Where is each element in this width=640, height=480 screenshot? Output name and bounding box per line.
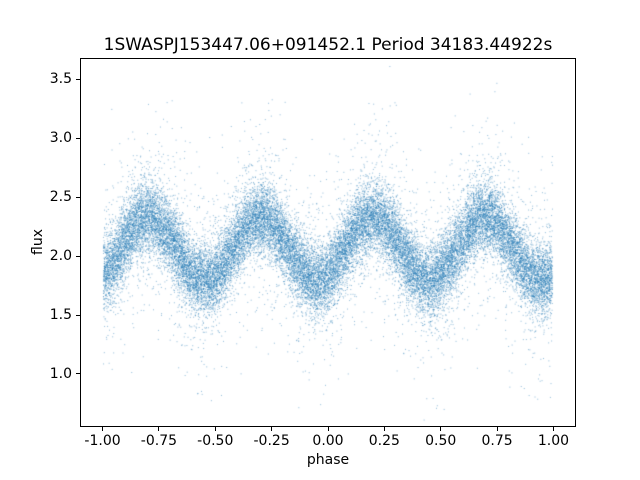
y-tick-mark	[76, 196, 80, 198]
scatter-points-canvas	[81, 59, 575, 426]
y-tick-mark	[76, 137, 80, 139]
y-tick-label: 3.0	[49, 130, 72, 147]
y-tick-mark	[76, 373, 80, 375]
x-tick-mark	[102, 427, 104, 431]
x-tick-mark	[271, 427, 273, 431]
x-tick-mark	[327, 427, 329, 431]
y-tick-label: 3.5	[49, 71, 72, 88]
x-tick-label: 0.50	[425, 433, 457, 449]
x-tick-mark	[552, 427, 554, 431]
x-tick-label: 0.75	[481, 433, 513, 449]
x-tick-label: -0.75	[140, 433, 178, 449]
x-tick-mark	[496, 427, 498, 431]
x-tick-label: 0.00	[312, 433, 344, 449]
x-tick-label: 0.25	[368, 433, 400, 449]
x-tick-mark	[214, 427, 216, 431]
x-tick-label: -0.25	[253, 433, 290, 449]
x-tick-label: -0.50	[197, 433, 234, 449]
y-tick-mark	[76, 314, 80, 316]
x-axis-label: phase	[306, 452, 350, 468]
x-tick-mark	[158, 427, 160, 431]
y-tick-mark	[76, 78, 80, 80]
y-tick-label: 1.5	[49, 307, 72, 323]
plot-area	[80, 58, 576, 427]
x-tick-label: 1.00	[537, 433, 570, 449]
chart-title: 1SWASPJ153447.06+091452.1 Period 34183.4…	[103, 35, 553, 55]
y-tick-label: 2.5	[49, 189, 72, 206]
y-tick-label: 1.0	[49, 365, 72, 382]
y-tick-label: 2.0	[49, 248, 72, 265]
x-tick-mark	[383, 427, 385, 431]
y-tick-mark	[76, 255, 80, 257]
x-tick-label: -1.00	[84, 433, 121, 449]
x-tick-mark	[440, 427, 442, 431]
